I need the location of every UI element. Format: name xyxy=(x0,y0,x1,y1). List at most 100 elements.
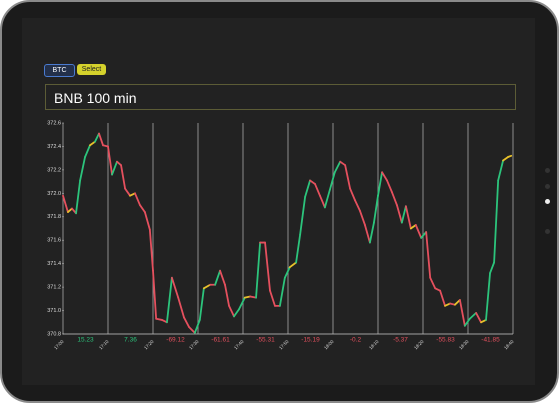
line-segment xyxy=(107,145,113,176)
line-segment xyxy=(188,326,196,334)
y-tick-label: 372.4 xyxy=(47,144,61,150)
x-tick-label: 18:00 xyxy=(323,339,335,351)
select-button[interactable]: Select xyxy=(77,64,106,75)
line-segment xyxy=(339,160,347,167)
line-segment xyxy=(409,224,417,230)
line-segment xyxy=(62,194,69,213)
screen xyxy=(22,18,535,385)
x-tick-label: 18:40 xyxy=(503,339,515,351)
line-segment xyxy=(214,269,221,286)
interval-change: 15.23 xyxy=(77,337,94,344)
camera-dot xyxy=(545,199,550,204)
line-segment xyxy=(480,319,487,324)
x-tick-label: 17:30 xyxy=(188,339,200,351)
line-segment xyxy=(328,171,336,191)
line-segment xyxy=(309,179,316,185)
line-segment xyxy=(170,276,180,299)
y-tick-label: 372.6 xyxy=(47,120,61,126)
y-tick-label: 371.0 xyxy=(47,308,61,314)
btc-button[interactable]: BTC xyxy=(44,64,75,77)
line-segment xyxy=(458,299,466,327)
title-box: BNB 100 min xyxy=(45,84,516,110)
line-segment xyxy=(444,302,451,307)
line-segment xyxy=(278,276,286,307)
line-segment xyxy=(198,287,205,321)
camera-dot xyxy=(545,184,550,189)
line-segment xyxy=(454,299,461,306)
line-segment xyxy=(391,191,398,206)
line-segment xyxy=(202,283,212,290)
line-segment xyxy=(349,187,356,202)
line-segment xyxy=(475,311,482,324)
y-tick-label: 370.8 xyxy=(47,331,61,337)
line-segment xyxy=(143,211,151,231)
line-segment xyxy=(395,204,403,224)
line-segment xyxy=(193,319,201,334)
interval-change: -15.19 xyxy=(301,337,320,344)
line-segment xyxy=(243,295,252,299)
line-segment xyxy=(425,231,432,279)
line-segment xyxy=(319,194,326,209)
line-segment xyxy=(344,164,352,190)
line-segment xyxy=(420,231,428,239)
interval-change: -55.31 xyxy=(256,337,275,344)
y-tick-label: 372.0 xyxy=(47,191,61,197)
line-segment xyxy=(233,308,240,318)
interval-change: -69.12 xyxy=(166,337,185,344)
line-segment xyxy=(84,144,91,158)
x-tick-label: 17:10 xyxy=(98,339,110,351)
line-segment xyxy=(493,179,500,264)
x-tick-label: 17:00 xyxy=(53,339,65,351)
y-tick-label: 371.6 xyxy=(47,238,61,244)
line-segment xyxy=(264,241,271,292)
line-segment xyxy=(364,224,371,244)
interval-change: -55.83 xyxy=(436,337,455,344)
line-segment xyxy=(354,199,361,212)
line-segment xyxy=(314,183,321,197)
line-segment xyxy=(377,171,383,197)
camera-dot xyxy=(545,229,550,234)
line-segment xyxy=(295,233,302,264)
line-segment xyxy=(166,276,173,324)
x-tick-label: 17:40 xyxy=(233,339,245,351)
line-segment xyxy=(404,205,412,230)
line-segment xyxy=(224,283,230,307)
line-segment xyxy=(414,224,423,239)
line-segment xyxy=(134,192,141,206)
x-tick-label: 18:10 xyxy=(368,339,380,351)
line-segment xyxy=(359,210,366,226)
line-segment xyxy=(468,311,478,320)
y-tick-label: 371.2 xyxy=(47,285,61,291)
line-segment xyxy=(124,187,131,197)
line-segment xyxy=(386,179,393,194)
line-segment xyxy=(299,195,307,236)
interval-change: -61.61 xyxy=(211,337,230,344)
line-segment xyxy=(485,272,491,321)
line-segment xyxy=(507,154,513,158)
line-segment xyxy=(177,296,185,319)
line-segment xyxy=(238,296,246,311)
camera-dot xyxy=(545,168,550,173)
line-segment xyxy=(429,276,437,290)
interval-change: 7.36 xyxy=(124,337,137,344)
line-segment xyxy=(79,156,86,182)
y-tick-label: 371.8 xyxy=(47,214,61,220)
line-segment xyxy=(381,171,388,182)
line-segment xyxy=(98,132,104,147)
line-segment xyxy=(323,188,331,209)
line-segment xyxy=(255,241,262,299)
line-segment xyxy=(489,261,496,274)
line-segment xyxy=(120,164,126,190)
line-segment xyxy=(439,289,446,307)
x-tick-label: 18:20 xyxy=(413,339,425,351)
line-segment xyxy=(502,156,509,162)
line-segment xyxy=(129,192,136,197)
line-segment xyxy=(497,159,505,182)
line-segment xyxy=(183,316,190,328)
y-tick-label: 372.2 xyxy=(47,167,61,173)
interval-change: -41.85 xyxy=(481,337,500,344)
line-segment xyxy=(139,204,146,213)
interval-change: -0.2 xyxy=(350,337,362,344)
